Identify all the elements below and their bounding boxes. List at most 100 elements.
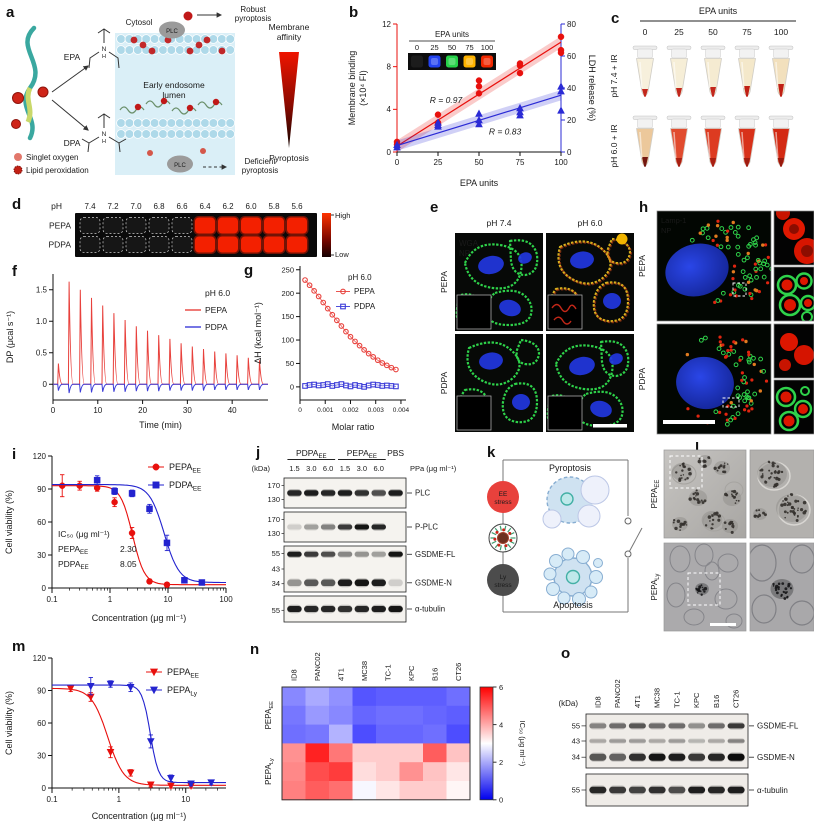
heatmap-cell	[329, 781, 353, 801]
svg-text:10: 10	[181, 795, 190, 804]
gel-well-on	[218, 217, 238, 234]
heatmap-cell	[282, 781, 306, 801]
svg-text:PEPAEE: PEPAEE	[167, 667, 200, 679]
fluorescence-well	[463, 55, 476, 68]
heatmap-cell	[352, 687, 377, 707]
deficient-pyroptosis-label: pyroptosis	[242, 166, 278, 175]
heatmap-cell	[305, 743, 330, 763]
svg-text:7.4: 7.4	[84, 202, 96, 211]
tube	[768, 115, 794, 167]
svg-text:1.5: 1.5	[340, 464, 350, 473]
pyroptosis-label: Pyroptosis	[269, 153, 309, 163]
dpa-structure	[81, 113, 127, 153]
svg-text:25: 25	[430, 43, 438, 52]
svg-text:EPA units: EPA units	[460, 178, 499, 188]
cell-nucleus	[565, 569, 581, 585]
heatmap-cell	[352, 762, 377, 782]
heatmap-cell	[329, 687, 353, 707]
singlet-oxygen-icon	[11, 119, 21, 129]
gel-well-on	[287, 217, 307, 234]
svg-text:0.5: 0.5	[36, 349, 48, 358]
column-ph74-label: pH 7.4	[486, 218, 511, 228]
svg-text:Cell viability (%): Cell viability (%)	[4, 490, 14, 554]
singlet-oxygen-legend: Singlet oxygen	[26, 153, 78, 162]
panel-h-confocal: PEPA PDPA Lamp-1 NP	[637, 210, 814, 435]
dpa-arrow	[51, 99, 89, 131]
svg-text:55: 55	[272, 549, 280, 558]
chart-n-heatmap: ID8 PANC02 4T1 MC38 TC-1 KPC B16 CT26 PEPAEE PEPA…	[264, 652, 527, 804]
heatmap-cell	[446, 781, 471, 801]
svg-text:6.0: 6.0	[323, 464, 333, 473]
svg-text:12: 12	[382, 20, 391, 29]
row-pepa-ee-label: PEPAEE	[650, 480, 661, 509]
tube	[700, 115, 726, 167]
panel-j-label: j	[256, 444, 261, 461]
svg-text:GSDME-N: GSDME-N	[757, 753, 795, 762]
dpa-n-label: N	[102, 131, 107, 138]
svg-text:0.1: 0.1	[46, 795, 58, 804]
svg-text:B16: B16	[430, 668, 439, 681]
svg-text:90: 90	[37, 485, 46, 494]
svg-text:5.6: 5.6	[291, 202, 303, 211]
heatmap-cell	[376, 705, 400, 725]
svg-text:75: 75	[516, 158, 525, 167]
lumen-label: lumen	[162, 90, 185, 100]
heatmap-cell	[305, 762, 330, 782]
cell-nucleus	[560, 492, 574, 506]
panel-m-label: m	[12, 638, 26, 655]
svg-text:50: 50	[708, 27, 718, 37]
epa-h-label: H	[102, 54, 106, 60]
pyroptosis-bubble	[577, 504, 601, 528]
svg-text:R = 0.83: R = 0.83	[489, 126, 522, 136]
svg-text:10: 10	[164, 595, 173, 604]
heatmap-cell	[352, 743, 377, 763]
svg-text:Membrane binding: Membrane binding	[347, 51, 357, 126]
panel-e-confocal: pH 7.4 pH 6.0 PEPA PDPA WGA NP	[439, 218, 634, 432]
ee-stress-label: EE	[499, 491, 508, 498]
epa-label: EPA	[64, 52, 81, 62]
inset-box	[456, 294, 492, 330]
zoom-region-box	[669, 455, 703, 489]
svg-text:1: 1	[117, 795, 122, 804]
apoptosis-label: Apoptosis	[553, 600, 593, 610]
heatmap-cell	[446, 705, 471, 725]
gel-well-off	[171, 217, 193, 234]
deficient-pyroptosis-label: Deficient	[244, 157, 276, 166]
svg-text:0.001: 0.001	[317, 407, 334, 414]
panel-l-brightfield: PEPAEE PEPALy	[650, 449, 814, 632]
fluorescence-well	[446, 55, 458, 68]
svg-text:50: 50	[286, 359, 294, 368]
heatmap-cell	[399, 705, 424, 725]
gel-well-off	[79, 217, 101, 234]
lamp1-label: Lamp-1	[661, 216, 686, 225]
svg-text:7.0: 7.0	[130, 202, 142, 211]
lamp1-pdpa-image	[656, 323, 772, 435]
lamp1-pdpa-zoom-np	[773, 323, 814, 379]
svg-text:55: 55	[572, 786, 580, 795]
panel-g-label: g	[244, 262, 254, 279]
svg-text:LDH release (%): LDH release (%)	[587, 55, 597, 122]
gel-well-off	[125, 217, 147, 234]
svg-text:30: 30	[37, 751, 46, 760]
svg-text:PDPA: PDPA	[48, 240, 71, 250]
confocal-pepa-ph60	[546, 233, 634, 331]
svg-text:PEPAEE: PEPAEE	[264, 701, 275, 730]
svg-text:34: 34	[272, 579, 280, 588]
svg-text:6: 6	[499, 683, 503, 692]
svg-text:PEPAEE: PEPAEE	[169, 462, 202, 474]
panel-f-label: f	[12, 263, 17, 280]
polymer-oxidized-segment	[25, 86, 33, 123]
svg-text:B16: B16	[712, 695, 721, 708]
svg-text:60: 60	[37, 719, 46, 728]
svg-text:PEPALy: PEPALy	[264, 758, 275, 785]
gel-well-off	[102, 236, 124, 253]
svg-text:0: 0	[290, 382, 294, 391]
svg-text:PDPAEE: PDPAEE	[169, 480, 202, 492]
row-pepa-label: PEPA	[637, 255, 647, 277]
svg-text:0: 0	[51, 406, 56, 415]
panel-d-label: d	[12, 196, 22, 213]
svg-text:EPA units: EPA units	[435, 30, 469, 39]
svg-text:100: 100	[481, 43, 494, 52]
svg-text:KPC: KPC	[692, 692, 701, 708]
gel-well-off	[79, 236, 101, 253]
